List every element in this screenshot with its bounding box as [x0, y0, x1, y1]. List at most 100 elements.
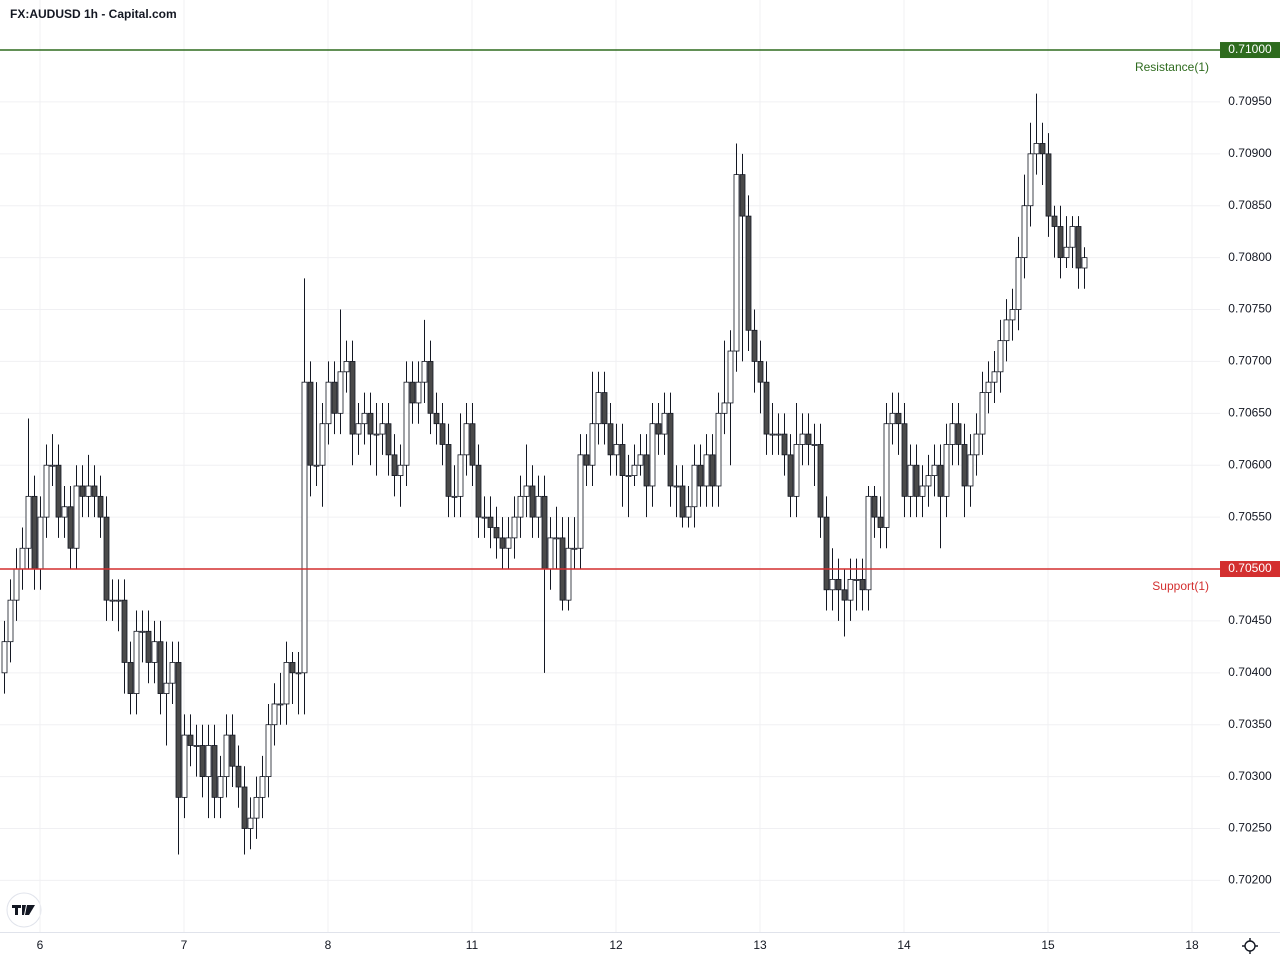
candle-body — [283, 662, 290, 705]
candle-body — [1027, 153, 1034, 207]
candle-body — [817, 444, 824, 518]
candle-body — [667, 412, 674, 487]
candle-body — [1045, 153, 1052, 217]
candle-body — [805, 433, 812, 445]
candle-body — [511, 516, 518, 539]
candle-body — [91, 485, 98, 497]
candle-body — [637, 454, 644, 466]
candle-body — [115, 599, 122, 602]
candle-body — [175, 662, 182, 798]
candle-body — [985, 381, 992, 393]
candle-body — [979, 392, 986, 435]
candle-body — [109, 599, 116, 602]
y-tick-label: 0.70550 — [1228, 509, 1272, 523]
candle-body — [895, 412, 902, 425]
x-tick-label: 6 — [37, 938, 44, 952]
candle-body — [949, 423, 956, 445]
y-tick-label: 0.70450 — [1228, 613, 1272, 627]
candle-body — [259, 776, 266, 798]
candle-body — [397, 464, 404, 477]
candle-body — [739, 174, 746, 217]
x-tick-label: 13 — [753, 938, 767, 952]
candle-body — [145, 630, 152, 663]
candle-body — [925, 475, 932, 487]
candle-body — [55, 464, 62, 518]
candle-body — [217, 776, 224, 798]
candle-body — [223, 734, 230, 778]
candle-body — [769, 433, 776, 436]
candle-body — [799, 433, 806, 445]
candle-body — [421, 361, 428, 383]
candle-body — [1003, 319, 1010, 342]
candle-body — [919, 485, 926, 497]
y-tick-label: 0.70600 — [1228, 457, 1272, 471]
candle-body — [343, 361, 350, 373]
candle-body — [901, 423, 908, 497]
level-price-tag — [1220, 561, 1280, 578]
candle-body — [1051, 215, 1058, 227]
candle-body — [301, 381, 308, 674]
candle-body — [1081, 257, 1088, 269]
candle-body — [31, 495, 38, 570]
candle-body — [295, 672, 302, 675]
candle-body — [307, 381, 314, 466]
candle-body — [1, 641, 8, 674]
y-tick-label: 0.70750 — [1228, 302, 1272, 316]
candle-body — [991, 371, 998, 383]
candle-body — [1075, 226, 1082, 269]
candle-body — [931, 464, 938, 477]
candle-body — [763, 381, 770, 435]
candle-body — [163, 682, 170, 694]
candle-body — [625, 475, 632, 478]
candle-body — [61, 506, 68, 518]
candle-body — [829, 578, 836, 591]
candle-body — [199, 745, 206, 778]
candle-body — [391, 454, 398, 477]
candle-body — [535, 495, 542, 518]
candle-body — [793, 444, 800, 497]
candle-body — [1069, 226, 1076, 248]
candle-body — [691, 464, 698, 508]
candle-body — [289, 662, 296, 674]
candle-body — [1033, 143, 1040, 155]
candle-body — [7, 599, 14, 643]
candle-body — [619, 444, 626, 477]
x-tick-label: 8 — [325, 938, 332, 952]
candle-body — [169, 662, 176, 684]
candle-body — [631, 464, 638, 477]
candle-body — [823, 516, 830, 591]
candle-body — [367, 412, 374, 435]
candle-body — [403, 381, 410, 466]
candle-body — [841, 589, 848, 601]
candle-body — [187, 734, 194, 746]
candle-body — [523, 485, 530, 497]
candle-body — [733, 174, 740, 352]
candle-body — [703, 454, 710, 487]
candle-body — [871, 495, 878, 518]
candle-body — [643, 454, 650, 487]
candle-body — [775, 433, 782, 436]
x-tick-label: 11 — [466, 938, 479, 952]
candle-body — [205, 745, 212, 778]
settings-icon[interactable] — [1242, 938, 1258, 954]
y-tick-label: 0.70350 — [1228, 717, 1272, 731]
candle-body — [211, 745, 218, 798]
candle-body — [961, 444, 968, 487]
candle-body — [493, 527, 500, 539]
candle-body — [19, 547, 26, 570]
candle-body — [247, 817, 254, 829]
candle-body — [463, 423, 470, 456]
candle-body — [1021, 205, 1028, 259]
candle-body — [745, 215, 752, 331]
candle-body — [409, 381, 416, 404]
candle-body — [889, 412, 896, 425]
candle-body — [433, 412, 440, 425]
y-tick-label: 0.70850 — [1228, 198, 1272, 212]
candle-body — [481, 516, 488, 519]
candle-body — [661, 412, 668, 435]
y-tick-label: 0.70300 — [1228, 769, 1272, 783]
candle-body — [973, 433, 980, 456]
candle-body — [679, 485, 686, 518]
